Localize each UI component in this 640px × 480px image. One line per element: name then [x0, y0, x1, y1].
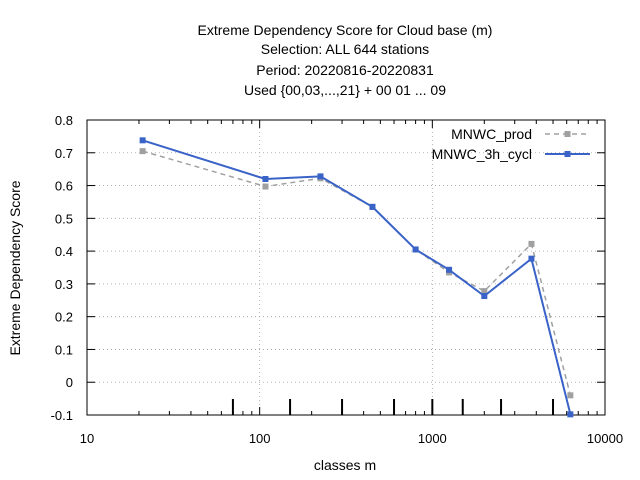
series-0-point-7: [528, 240, 535, 247]
axes: [86, 119, 606, 416]
legend: MNWC_prod MNWC_3h_cycl: [432, 126, 590, 162]
series-1-point-7: [528, 255, 535, 262]
grid-lines: [87, 120, 605, 415]
x-axis-label: classes m: [314, 457, 376, 473]
y-tick-label: -0.1: [51, 408, 73, 423]
y-axis-ticks: -0.1 0 0.1 0.2 0.3 0.4 0.5 0.6 0.7 0.8: [51, 113, 605, 423]
series-0-point-0: [139, 148, 146, 155]
title-line-1: Extreme Dependency Score for Cloud base …: [198, 22, 493, 38]
series-1-point-4: [412, 246, 419, 253]
series-1-point-6: [481, 293, 488, 300]
title-line-2: Selection: ALL 644 stations: [261, 41, 429, 57]
series-1-point-1: [262, 176, 269, 182]
x-tick-label: 10: [80, 431, 94, 446]
y-tick-label: 0.8: [55, 113, 73, 128]
y-tick-label: 0.2: [55, 310, 73, 325]
title-line-3: Period: 20220816-20220831: [256, 62, 434, 78]
x-tick-label: 100: [249, 431, 271, 446]
chart-title: Extreme Dependency Score for Cloud base …: [198, 22, 493, 98]
y-tick-label: 0.5: [55, 211, 73, 226]
y-tick-label: 0.1: [55, 342, 73, 357]
x-axis-ticks: 10 100 1000 10000: [80, 120, 623, 446]
y-axis-label: Extreme Dependency Score: [7, 180, 23, 355]
series-1-point-3: [369, 203, 376, 210]
series-1-point-2: [317, 173, 324, 180]
y-tick-label: 0.7: [55, 146, 73, 161]
legend-marker-1: [564, 151, 571, 157]
series-0-point-1: [262, 183, 269, 190]
title-line-4: Used {00,03,...,21} + 00 01 ... 09: [244, 82, 446, 98]
y-tick-label: 0.3: [55, 277, 73, 292]
y-tick-label: 0: [66, 375, 73, 390]
class-limit-marks: [231, 399, 555, 415]
y-tick-label: 0.4: [55, 244, 73, 259]
series-0-point-8: [567, 392, 574, 399]
series-line-1: [142, 139, 572, 415]
legend-label-1: MNWC_3h_cycl: [432, 146, 532, 162]
series-line-0: [142, 150, 572, 396]
legend-label-0: MNWC_prod: [451, 126, 532, 142]
plot-frame: [86, 119, 606, 416]
legend-marker-0: [564, 131, 571, 137]
x-tick-label: 10000: [587, 431, 623, 446]
series-1-point-0: [139, 137, 146, 144]
series-lines: [139, 137, 574, 418]
x-tick-label: 1000: [418, 431, 447, 446]
y-tick-label: 0.6: [55, 179, 73, 194]
series-0-point-6: [481, 288, 488, 295]
series-1-point-8: [567, 411, 574, 418]
series-1-point-5: [446, 266, 453, 273]
